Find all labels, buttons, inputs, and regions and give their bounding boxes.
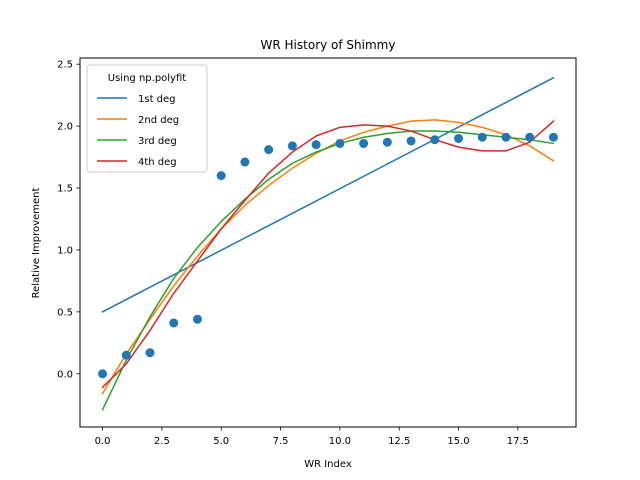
y-tick-label: 0.5 <box>57 307 73 318</box>
data-point <box>145 348 155 358</box>
data-point <box>501 132 511 142</box>
y-axis-title: Relative Improvement <box>31 188 42 299</box>
legend-title: Using np.polyfit <box>108 73 186 84</box>
data-point <box>477 132 487 142</box>
x-tick-label: 10.0 <box>329 436 351 447</box>
x-tick-label: 2.5 <box>154 436 170 447</box>
legend-label-2: 2nd deg <box>138 115 179 126</box>
x-tick-label: 0.0 <box>95 436 111 447</box>
data-point <box>287 141 297 151</box>
x-tick-label: 15.0 <box>447 436 469 447</box>
series-line-3 <box>101 130 555 411</box>
data-point <box>121 350 131 360</box>
legend-label-3: 3rd deg <box>138 136 177 147</box>
data-point <box>454 133 464 143</box>
data-point <box>335 138 345 148</box>
x-tick-label: 12.5 <box>388 436 410 447</box>
data-point <box>548 132 558 142</box>
y-tick-label: 1.5 <box>57 184 73 195</box>
legend-label-4: 4th deg <box>138 157 177 168</box>
legend-entries: 1st deg 2nd deg 3rd deg 4th deg <box>97 94 179 168</box>
plot-series <box>101 76 555 411</box>
data-point <box>311 140 321 150</box>
y-tick-label: 2.5 <box>57 60 73 71</box>
x-tick-label: 7.5 <box>273 436 289 447</box>
x-axis-ticks: 0.0 2.5 5.0 7.5 10.0 12.5 15.0 17.5 <box>95 427 529 447</box>
y-tick-label: 0.0 <box>57 369 73 380</box>
data-point <box>382 137 392 147</box>
chart-title: WR History of Shimmy <box>261 38 396 52</box>
y-axis-ticks: 0.0 0.5 1.0 1.5 2.0 2.5 <box>57 60 80 380</box>
y-tick-label: 1.0 <box>57 245 73 256</box>
data-point <box>192 314 202 324</box>
data-point <box>264 145 274 155</box>
y-tick-label: 2.0 <box>57 122 73 133</box>
data-point <box>406 136 416 146</box>
plot-frame <box>79 57 577 428</box>
x-axis-title: WR Index <box>304 459 352 470</box>
series-line-4 <box>101 120 555 389</box>
data-point <box>240 157 250 167</box>
legend-label-1: 1st deg <box>138 94 176 105</box>
legend: Using np.polyfit 1st deg 2nd deg 3rd deg 4t… <box>86 64 208 173</box>
data-point <box>525 132 535 142</box>
x-tick-label: 17.5 <box>507 436 529 447</box>
legend-box <box>86 64 208 173</box>
data-point <box>98 369 108 379</box>
plot-points <box>98 132 558 379</box>
data-point <box>359 138 369 148</box>
data-point <box>430 135 440 145</box>
x-tick-label: 5.0 <box>213 436 229 447</box>
data-point <box>169 318 179 328</box>
data-point <box>216 171 226 181</box>
